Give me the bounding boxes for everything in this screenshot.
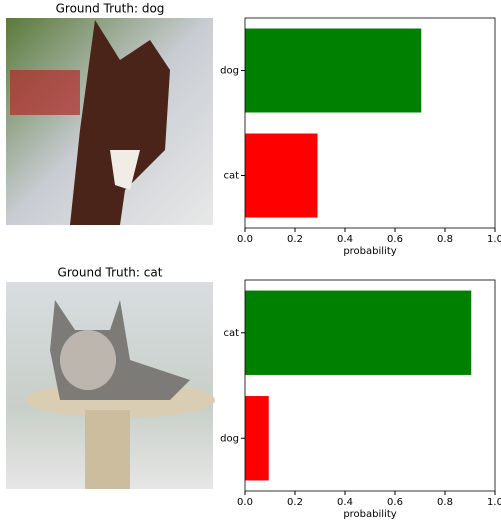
x-tick-label: 0.2	[287, 497, 303, 508]
y-tick-label: cat	[223, 328, 239, 339]
x-tick-label: 0.8	[437, 234, 453, 245]
bar	[245, 396, 269, 481]
bar	[245, 28, 422, 113]
x-axis-label: probability	[343, 246, 396, 257]
y-tick-label: dog	[220, 433, 239, 444]
x-tick-label: 1.0	[487, 497, 501, 508]
y-tick-label: dog	[220, 66, 239, 77]
dog-photo	[6, 18, 213, 225]
y-tick-label: cat	[223, 171, 239, 182]
x-tick-label: 0.2	[287, 234, 303, 245]
x-tick-label: 0.0	[237, 497, 253, 508]
x-tick-label: 0.8	[437, 497, 453, 508]
x-axis-label: probability	[343, 509, 396, 520]
x-tick-label: 1.0	[487, 234, 501, 245]
x-tick-label: 0.0	[237, 234, 253, 245]
image-title: Ground Truth: cat	[58, 266, 163, 280]
x-tick-label: 0.6	[387, 234, 403, 245]
axes-frame	[244, 279, 496, 492]
x-tick-label: 0.4	[337, 497, 353, 508]
bar	[245, 290, 472, 375]
bar	[245, 133, 318, 218]
x-tick-label: 0.6	[387, 497, 403, 508]
image-title: Ground Truth: dog	[56, 2, 165, 16]
cat-photo	[6, 282, 215, 489]
x-tick-label: 0.4	[337, 234, 353, 245]
axes-frame	[244, 17, 496, 229]
